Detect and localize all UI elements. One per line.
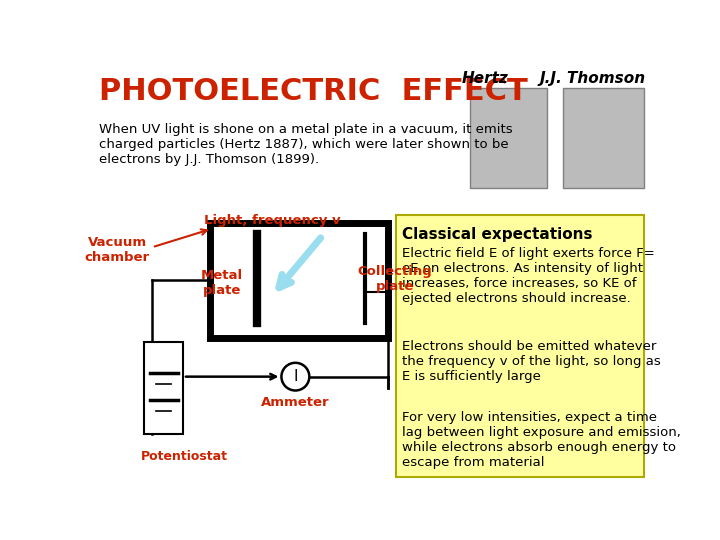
Text: J.J. Thomson: J.J. Thomson xyxy=(539,71,645,86)
Text: When UV light is shone on a metal plate in a vacuum, it emits
charged particles : When UV light is shone on a metal plate … xyxy=(99,123,513,166)
Text: Classical expectations: Classical expectations xyxy=(402,226,593,241)
Bar xyxy=(563,88,644,188)
Text: For very low intensities, expect a time
lag between light exposure and emission,: For very low intensities, expect a time … xyxy=(402,411,681,469)
Text: Electrons should be emitted whatever
the frequency v of the light, so long as
E : Electrons should be emitted whatever the… xyxy=(402,340,661,383)
Text: Vacuum
chamber: Vacuum chamber xyxy=(84,236,150,264)
Bar xyxy=(469,88,547,188)
Circle shape xyxy=(282,363,310,390)
Text: Ammeter: Ammeter xyxy=(261,396,330,409)
Text: I: I xyxy=(293,369,297,384)
Bar xyxy=(144,342,183,434)
Text: Potentiostat: Potentiostat xyxy=(140,450,228,463)
Bar xyxy=(210,222,388,338)
Text: Hertz: Hertz xyxy=(462,71,508,86)
Bar xyxy=(396,215,644,477)
Text: Light, frequency v: Light, frequency v xyxy=(204,214,341,227)
Text: Collecting
plate: Collecting plate xyxy=(357,265,432,293)
Text: Metal
plate: Metal plate xyxy=(201,269,243,297)
Text: Electric field E of light exerts force F=
eE on electrons. As intensity of light: Electric field E of light exerts force F… xyxy=(402,247,655,305)
Text: PHOTOELECTRIC  EFFECT: PHOTOELECTRIC EFFECT xyxy=(99,77,528,106)
